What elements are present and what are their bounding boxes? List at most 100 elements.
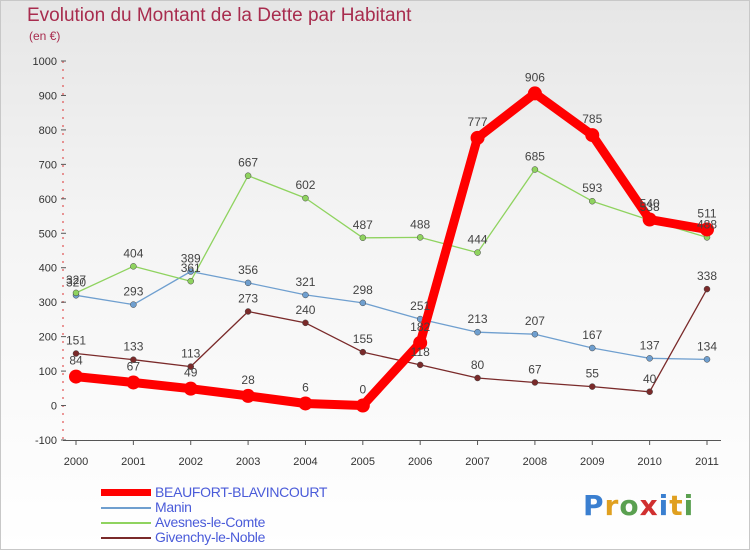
series-layer [69,86,714,413]
data-label: 118 [411,345,430,359]
y-tick-label: 800 [39,125,57,137]
legend-swatch [101,522,151,524]
data-label: 487 [353,218,373,232]
data-point [302,319,309,327]
data-label: 321 [295,275,315,289]
data-label: 251 [410,299,430,313]
data-point [416,361,424,369]
x-tick-label: 2007 [465,456,489,468]
x-tick-label: 2004 [293,456,317,468]
data-label: 84 [69,354,83,368]
data-label: 444 [468,233,488,247]
legend-label: Manin [155,499,192,515]
data-point [244,308,252,315]
data-label: 593 [582,181,602,195]
data-point [130,356,137,363]
data-point [646,388,653,396]
legend-swatch [101,507,151,509]
data-label: 240 [295,303,315,317]
data-label: 540 [640,196,660,210]
data-label: 0 [359,383,366,397]
series-line [75,168,708,294]
legend-swatch [101,489,151,496]
y-tick-label: 600 [39,194,57,206]
data-point [642,212,657,227]
data-label: 538 [640,200,660,214]
data-label: 511 [697,206,716,220]
data-label: 182 [410,320,430,334]
data-label: 361 [181,261,201,275]
data-label: 685 [525,150,545,164]
x-tick-label: 2010 [637,456,661,468]
data-label: 389 [181,252,201,266]
legend-label: Givenchy-le-Noble [155,529,266,545]
x-tick-label: 2001 [121,456,145,468]
data-point [700,222,714,237]
data-point [72,350,80,357]
data-label: 298 [353,283,373,297]
data-point [359,348,367,356]
data-point [646,355,653,362]
data-point [187,268,194,275]
y-tick-label: 900 [39,90,57,102]
data-point [527,86,542,101]
axes: -100010020030040050060070080090010002000… [33,56,721,468]
x-tick-label: 2008 [523,456,547,468]
data-point [359,299,367,307]
data-point [187,277,194,285]
y-tick-label: 300 [39,297,57,309]
y-tick-label: 0 [51,401,57,413]
data-point [241,388,256,403]
data-point [359,234,367,242]
data-label: 356 [238,263,258,277]
data-label: 338 [697,269,717,283]
x-tick-label: 2000 [64,456,88,468]
data-point [703,356,711,363]
data-point [703,285,711,293]
data-label: 273 [238,291,258,305]
data-label: 80 [471,358,485,372]
data-point [474,249,481,256]
data-point [474,328,481,336]
x-tick-label: 2003 [236,456,260,468]
data-point [585,128,600,143]
y-tick-label: 500 [39,228,57,240]
data-label: 6 [302,380,309,394]
x-tick-label: 2011 [695,456,719,468]
data-label: 207 [525,314,545,328]
data-label: 67 [127,359,141,373]
data-label: 785 [582,112,602,126]
data-point [589,383,596,390]
data-point [302,194,309,202]
series-line [75,288,708,393]
data-point [244,172,252,179]
data-point [474,374,481,382]
data-label: 40 [643,372,657,386]
chart-title: Evolution du Montant de la Dette par Hab… [27,5,412,26]
x-tick-label: 2006 [408,456,432,468]
data-point [244,279,252,287]
y-tick-label: 400 [39,263,57,275]
y-tick-label: 100 [39,366,57,378]
data-label: 602 [295,178,315,192]
data-point [413,335,428,350]
data-label: 151 [66,334,86,348]
legend-label: BEAUFORT-BLAVINCOURT [155,484,328,500]
data-label: 134 [697,339,717,353]
data-label: 155 [353,332,373,346]
data-label: 777 [468,115,488,129]
data-label: 55 [586,367,600,381]
data-label: 28 [241,373,255,387]
data-point [589,197,596,205]
data-label: 213 [468,312,488,326]
legend-label: Avesnes-le-Comte [155,514,266,530]
y-tick-label: -100 [35,435,57,447]
series-line [75,270,708,361]
unit-label: (en €) [29,29,61,43]
data-label: 667 [238,156,258,170]
data-label: 488 [697,217,717,231]
data-point [302,291,309,299]
y-tick-label: 1000 [33,56,57,68]
data-label: 133 [123,340,143,354]
